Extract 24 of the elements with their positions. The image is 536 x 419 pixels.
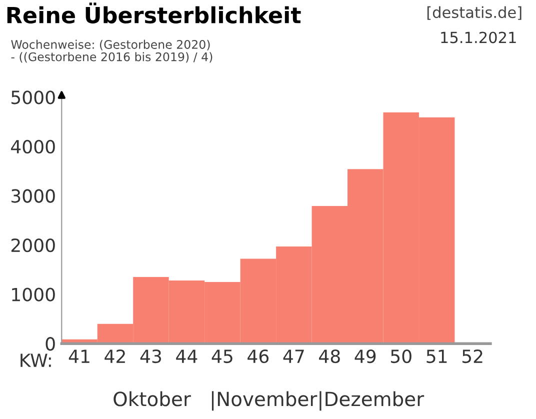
x-tick-label: 49 [354, 349, 376, 364]
y-tick-label: 0 [46, 337, 55, 351]
x-tick-label: 50 [391, 349, 412, 364]
x-axis-title: KW: [20, 354, 51, 367]
x-tick-label: 51 [426, 350, 447, 364]
y-tick-label: 2000 [11, 238, 55, 252]
text: Oktober |November|Dezember [114, 391, 424, 411]
x-tick-label: 41 [68, 350, 90, 363]
x-tick-label: 45 [212, 350, 232, 364]
x-tick-label: 42 [104, 349, 125, 363]
y-tick-label: 4000 [11, 140, 55, 154]
y-tick-label: 3000 [12, 189, 55, 203]
text: [destatis.de] [427, 6, 522, 20]
y-tick-label: 5000 [12, 90, 55, 104]
x-tick-label: 48 [319, 349, 340, 364]
x-tick-label: 43 [140, 349, 162, 364]
x-tick-label: 46 [248, 349, 269, 364]
chart-subtitle: Wochenweise: (Gestorbene 2020) - ((Gestorbene 2016 bis 2019) / 4) [11, 40, 212, 63]
x-tick-label: 44 [176, 350, 198, 363]
x-tick-label: 47 [283, 350, 304, 363]
y-tick-label: 1000 [12, 288, 55, 302]
text: 15.1.2021 [441, 32, 516, 44]
chart-title: Reine Übersterblichkeit [7, 2, 301, 24]
x-tick-label: 52 [462, 349, 482, 364]
